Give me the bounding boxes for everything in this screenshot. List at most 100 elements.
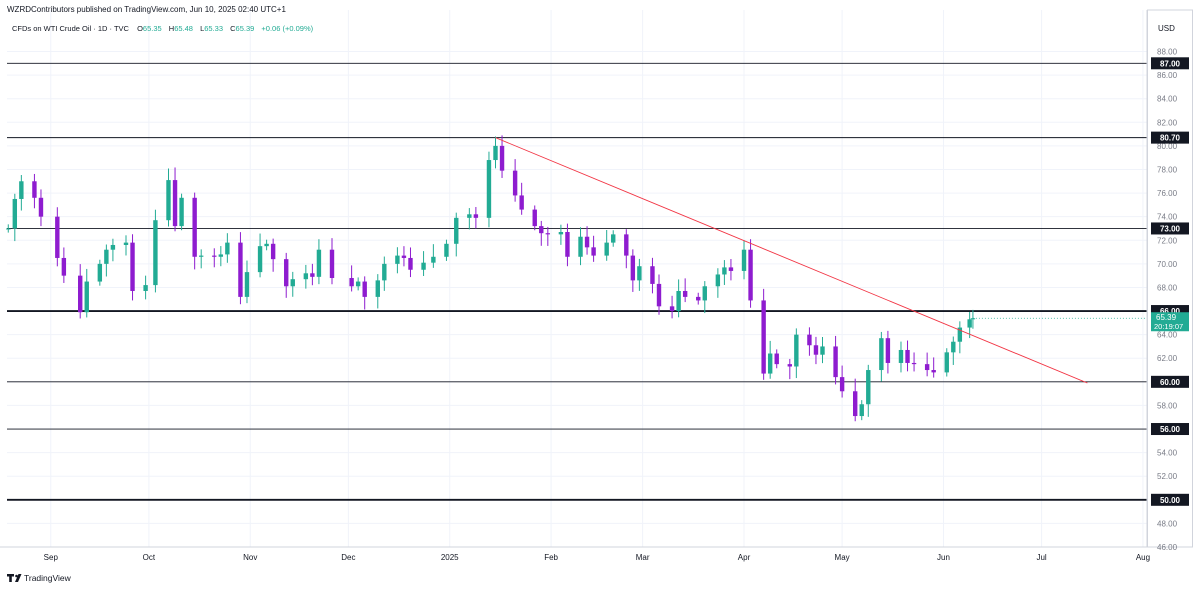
candle[interactable] [839,365,845,398]
candle[interactable] [192,192,197,270]
candle[interactable] [637,258,642,291]
candle[interactable] [12,193,18,242]
candle[interactable] [454,212,459,257]
candle[interactable] [519,182,524,215]
candle[interactable] [316,239,322,285]
candle[interactable] [794,328,799,379]
candle[interactable] [179,193,184,231]
candle[interactable] [944,348,949,377]
candle[interactable] [473,206,479,229]
candle[interactable] [813,336,819,365]
candle[interactable] [6,224,11,233]
candle[interactable] [375,274,380,309]
candle[interactable] [284,252,289,298]
candle[interactable] [264,239,269,251]
candle[interactable] [539,220,544,246]
trendline[interactable] [495,137,1088,384]
candle[interactable] [951,336,956,365]
candle[interactable] [19,175,24,211]
tradingview-logo[interactable]: TradingView [7,573,72,583]
candle[interactable] [166,168,171,227]
candle[interactable] [153,209,158,293]
candle[interactable] [512,159,518,202]
candle[interactable] [349,265,354,292]
candle[interactable] [911,352,917,372]
candle[interactable] [669,295,675,319]
candle[interactable] [493,136,498,169]
candle[interactable] [123,235,129,256]
candle[interactable] [310,263,315,286]
candle[interactable] [499,135,505,178]
candle[interactable] [55,207,60,267]
candle[interactable] [650,257,655,294]
candle[interactable] [833,335,838,385]
candle[interactable] [591,235,596,262]
candle[interactable] [362,276,367,310]
candle[interactable] [257,233,263,278]
candle[interactable] [774,349,779,369]
candle[interactable] [728,259,734,281]
candle[interactable] [604,229,609,261]
candle[interactable] [853,378,858,422]
candle[interactable] [624,229,629,269]
candle[interactable] [329,238,335,285]
candle[interactable] [545,226,551,246]
candles[interactable] [6,135,976,422]
candle[interactable] [303,264,309,289]
candle[interactable] [467,208,472,230]
candle[interactable] [611,230,616,247]
candle[interactable] [931,357,936,378]
candle[interactable] [558,224,564,245]
candle[interactable] [143,275,148,300]
candle[interactable] [885,330,891,374]
candle[interactable] [722,260,727,285]
candle[interactable] [787,358,792,380]
candle[interactable] [218,246,224,267]
candle[interactable] [702,281,707,314]
candle[interactable] [741,240,747,280]
candle[interactable] [78,264,83,319]
candle[interactable] [682,278,688,303]
candle[interactable] [84,268,89,318]
candle[interactable] [696,292,701,305]
candle[interactable] [38,189,44,227]
candle[interactable] [866,364,871,417]
candle[interactable] [199,249,204,269]
candle[interactable] [807,327,812,356]
candle[interactable] [859,400,864,421]
candle[interactable] [761,288,766,380]
candle[interactable] [104,244,109,277]
candle[interactable] [578,227,583,266]
candle[interactable] [630,249,636,292]
candle[interactable] [61,247,67,283]
candle[interactable] [408,247,413,278]
candle[interactable] [656,274,662,315]
candle[interactable] [715,268,721,298]
candle[interactable] [355,277,361,291]
candle[interactable] [212,248,217,268]
candle[interactable] [130,234,135,301]
candle[interactable] [290,271,295,297]
candle[interactable] [431,244,436,268]
candle[interactable] [244,260,250,304]
candle[interactable] [395,247,400,274]
candle[interactable] [444,239,449,261]
candle[interactable] [957,321,963,354]
candle[interactable] [532,205,537,231]
candle[interactable] [421,251,426,277]
candle[interactable] [924,352,930,377]
candle[interactable] [97,259,103,286]
candle[interactable] [970,309,976,329]
candle[interactable] [238,232,243,305]
candle[interactable] [382,256,387,291]
candle[interactable] [820,337,825,364]
candle[interactable] [676,279,681,318]
candle[interactable] [767,340,773,379]
candle[interactable] [270,238,276,272]
candle[interactable] [898,341,904,373]
trendline-segment[interactable] [495,137,1088,384]
candle[interactable] [565,223,570,267]
candle[interactable] [172,167,178,232]
candle[interactable] [584,226,590,255]
